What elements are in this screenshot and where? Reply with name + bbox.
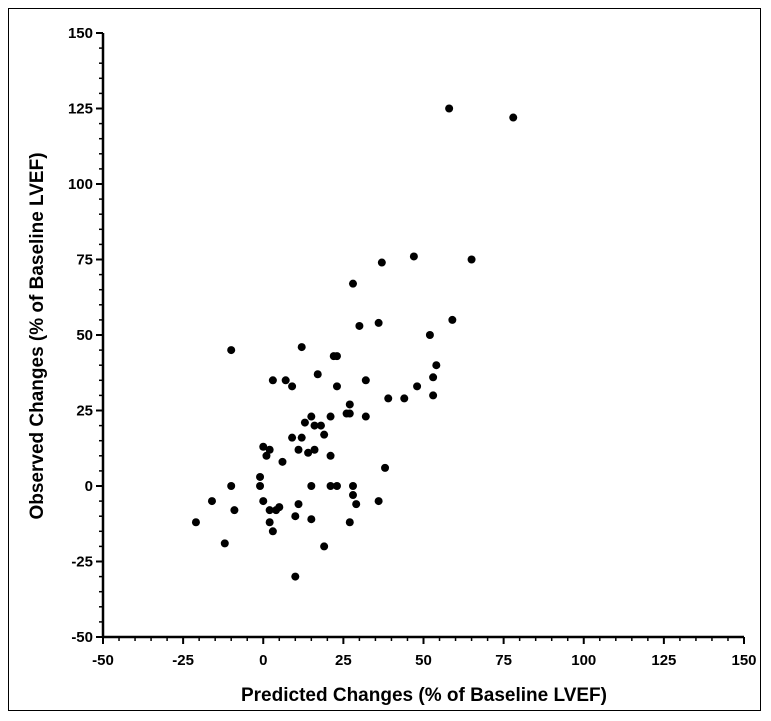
data-point bbox=[307, 482, 316, 490]
data-point bbox=[361, 376, 370, 385]
data-point bbox=[409, 252, 418, 261]
x-tick-label: 25 bbox=[335, 652, 352, 669]
y-tick-label: -25 bbox=[71, 554, 93, 571]
data-point bbox=[291, 512, 300, 521]
data-point bbox=[268, 376, 277, 385]
data-point bbox=[326, 412, 335, 421]
y-tick-label: 25 bbox=[76, 403, 93, 420]
data-point bbox=[345, 400, 354, 409]
data-point bbox=[348, 279, 357, 288]
data-point bbox=[332, 382, 341, 391]
data-point bbox=[320, 430, 329, 439]
data-point bbox=[227, 482, 236, 490]
data-point bbox=[275, 503, 284, 512]
data-point bbox=[348, 482, 357, 490]
data-point bbox=[265, 518, 274, 527]
data-point bbox=[304, 448, 313, 457]
data-point bbox=[294, 445, 303, 454]
x-tick-label: 150 bbox=[731, 652, 756, 669]
data-point bbox=[310, 445, 319, 454]
data-point bbox=[220, 539, 229, 548]
data-point bbox=[300, 418, 309, 427]
y-axis-title: Observed Changes (% of Baseline LVEF) bbox=[27, 152, 48, 519]
data-point bbox=[345, 518, 354, 527]
data-point bbox=[227, 346, 236, 355]
y-tick-label: -50 bbox=[71, 629, 93, 646]
data-points bbox=[191, 104, 518, 581]
data-point bbox=[259, 442, 268, 451]
data-point bbox=[432, 361, 441, 370]
x-tick-label: 125 bbox=[651, 652, 676, 669]
data-point bbox=[268, 527, 277, 536]
x-tick-label: 100 bbox=[571, 652, 596, 669]
data-point bbox=[278, 457, 287, 466]
data-point bbox=[297, 433, 306, 442]
data-point bbox=[429, 391, 438, 400]
data-point bbox=[326, 451, 335, 460]
data-point bbox=[400, 394, 409, 403]
data-point bbox=[310, 421, 319, 430]
data-point bbox=[265, 445, 274, 454]
data-point bbox=[374, 497, 383, 506]
data-point bbox=[307, 412, 316, 421]
data-point bbox=[425, 331, 434, 339]
x-tick-label: -50 bbox=[92, 652, 114, 669]
data-point bbox=[288, 433, 297, 442]
data-point bbox=[259, 497, 268, 506]
data-point bbox=[348, 491, 357, 500]
x-tick-label: -25 bbox=[172, 652, 194, 669]
data-point bbox=[413, 382, 422, 391]
axis-ticks bbox=[96, 32, 745, 644]
data-point bbox=[262, 451, 271, 460]
chart-frame bbox=[8, 8, 761, 711]
data-point bbox=[291, 572, 300, 581]
y-tick-label: 75 bbox=[76, 252, 93, 269]
data-point bbox=[230, 506, 239, 515]
axis-tick-labels: -50 -25 0 25 50 75 100 125 150 -50 -25 0 25 50 75 100 12… bbox=[68, 25, 757, 669]
data-point bbox=[281, 376, 290, 385]
data-point bbox=[326, 482, 335, 490]
data-point bbox=[448, 315, 457, 324]
data-point bbox=[355, 321, 364, 330]
data-point bbox=[320, 542, 329, 551]
data-point bbox=[313, 370, 322, 379]
data-point bbox=[307, 515, 316, 524]
data-point bbox=[332, 482, 341, 490]
data-point bbox=[352, 500, 361, 509]
y-tick-label: 50 bbox=[76, 327, 93, 344]
data-point bbox=[361, 412, 370, 421]
data-point bbox=[381, 463, 390, 472]
data-point bbox=[332, 352, 341, 361]
y-tick-label: 125 bbox=[68, 101, 93, 118]
data-point bbox=[256, 482, 265, 490]
data-point bbox=[445, 104, 454, 113]
data-point bbox=[345, 409, 354, 418]
data-point bbox=[191, 518, 200, 527]
y-tick-label: 150 bbox=[68, 25, 93, 42]
data-point bbox=[294, 500, 303, 509]
data-point bbox=[256, 472, 265, 481]
data-point bbox=[288, 382, 297, 391]
x-tick-label: 75 bbox=[495, 652, 512, 669]
x-tick-label: 0 bbox=[259, 652, 267, 669]
data-point bbox=[377, 258, 386, 267]
data-point bbox=[374, 318, 383, 327]
data-point bbox=[467, 255, 476, 264]
data-point bbox=[509, 113, 518, 122]
data-point bbox=[429, 373, 438, 382]
data-point bbox=[316, 421, 325, 430]
data-point bbox=[265, 506, 274, 515]
data-point bbox=[207, 497, 216, 506]
y-tick-label: 100 bbox=[68, 176, 93, 193]
data-point bbox=[297, 343, 306, 352]
x-tick-label: 50 bbox=[415, 652, 432, 669]
data-point bbox=[384, 394, 393, 403]
y-tick-label: 0 bbox=[85, 478, 93, 495]
x-axis-title: Predicted Changes (% of Baseline LVEF) bbox=[241, 685, 607, 706]
